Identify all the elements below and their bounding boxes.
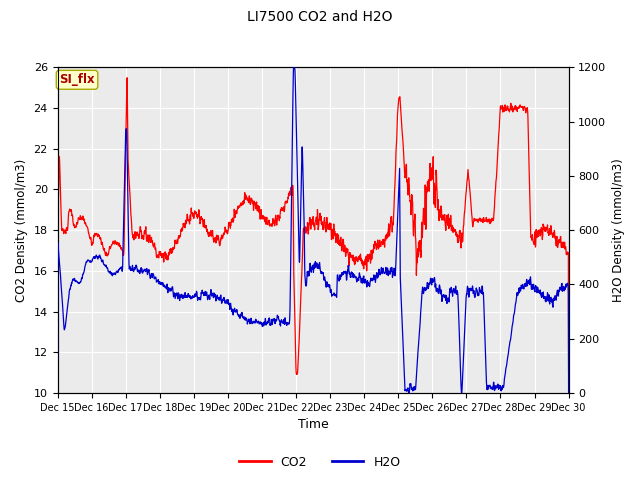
Text: LI7500 CO2 and H2O: LI7500 CO2 and H2O (247, 10, 393, 24)
Y-axis label: H2O Density (mmol/m3): H2O Density (mmol/m3) (612, 158, 625, 302)
Legend: CO2, H2O: CO2, H2O (234, 451, 406, 474)
Text: SI_flx: SI_flx (60, 73, 95, 86)
X-axis label: Time: Time (298, 419, 328, 432)
Y-axis label: CO2 Density (mmol/m3): CO2 Density (mmol/m3) (15, 158, 28, 302)
